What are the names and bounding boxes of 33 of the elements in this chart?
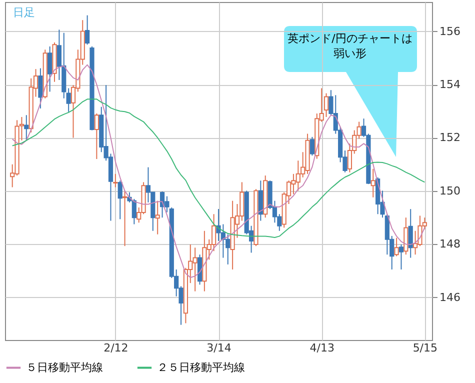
y-tick-label: 146 — [440, 290, 460, 304]
candlestick — [258, 180, 263, 222]
candlestick — [122, 190, 128, 247]
candlestick — [38, 68, 43, 109]
x-tick-label: 3/14 — [206, 342, 232, 354]
x-tick-label: 4/13 — [310, 342, 334, 354]
y-tick-label: 148 — [440, 238, 460, 251]
candlestick — [370, 168, 376, 198]
legend-label: ５日移動平均線 — [26, 360, 103, 374]
x-tick-label: 5/15 — [412, 342, 438, 354]
candlestick — [394, 237, 399, 257]
y-tick-label: 152 — [440, 131, 460, 144]
candlestick — [48, 46, 52, 92]
candlestick — [85, 14, 90, 46]
candlestick — [404, 217, 408, 256]
y-tick-label: 154 — [440, 78, 460, 92]
x-tick-label: 2/12 — [104, 342, 128, 354]
chart-title: 日足 — [13, 5, 35, 20]
candlestick — [66, 88, 71, 112]
legend-label: ２５日移動平均線 — [157, 360, 245, 374]
candlestick — [197, 254, 202, 286]
candlestick — [118, 180, 122, 220]
candlestick — [113, 173, 118, 188]
candlestick — [408, 208, 413, 258]
candlestick — [155, 200, 160, 235]
y-tick-label: 150 — [440, 184, 460, 198]
annotation: 英ポンド/円のチャートは弱い形 — [286, 31, 414, 61]
candlestick — [324, 92, 329, 118]
candlestick — [398, 244, 404, 270]
y-tick-label: 156 — [440, 24, 460, 38]
candlestick — [94, 113, 99, 160]
candlestick — [24, 114, 29, 141]
candlestick — [310, 136, 315, 156]
